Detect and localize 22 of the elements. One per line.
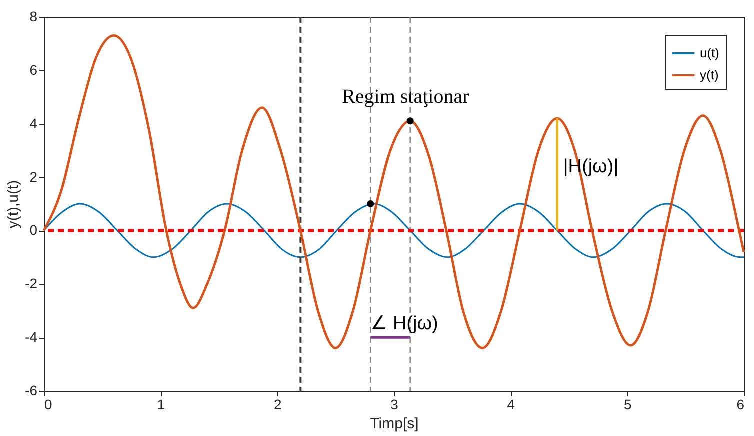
- x-tick-label: 5: [624, 396, 632, 412]
- y-tick-label: -2: [25, 276, 38, 292]
- x-tick-label: 4: [507, 396, 516, 412]
- line-series: [42, 34, 746, 350]
- x-tick-label: 2: [274, 396, 282, 412]
- x-axis-title: Timp[s]: [370, 416, 419, 432]
- y-tick-label: 4: [30, 115, 38, 132]
- annotation: Regim staţionar: [342, 86, 470, 108]
- x-tick-label: 6: [736, 396, 745, 412]
- x-tick-label: 0: [44, 396, 52, 412]
- y-tick-label: -4: [25, 329, 38, 346]
- y-tick-label: 8: [30, 8, 38, 24]
- y-tick-label: -6: [25, 382, 38, 398]
- x-tick-label: 3: [390, 396, 399, 412]
- annotation: ∠ H(jω): [370, 314, 438, 335]
- legend-label: u(t): [700, 46, 720, 60]
- y-tick-label: 2: [30, 168, 38, 185]
- y-axis-title: y(t),u(t): [5, 180, 22, 229]
- y-tick-label: 0: [30, 222, 38, 238]
- y-tick-label: 6: [30, 62, 38, 78]
- legend-label: y(t): [700, 68, 719, 82]
- x-tick-label: 1: [157, 396, 166, 412]
